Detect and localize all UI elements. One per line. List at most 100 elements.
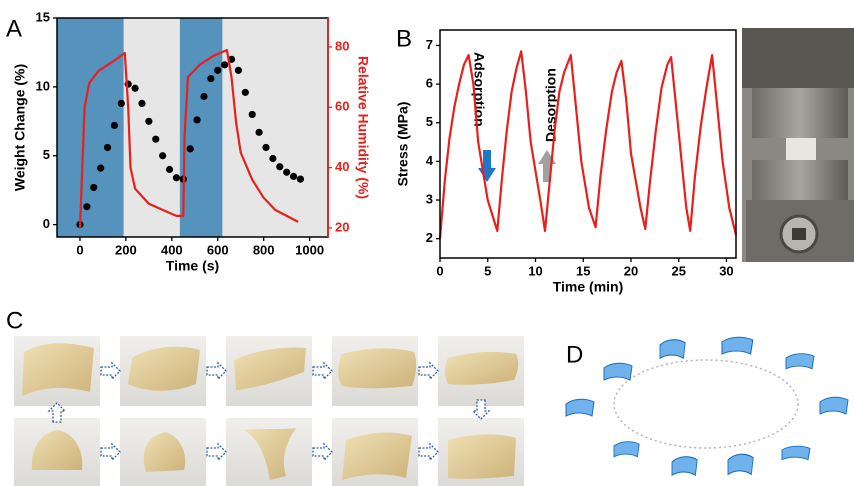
plot-area: 0 200 400 600 800 1000 0 5 10 15 20 40 60 80 Time (s) W… [12, 9, 372, 273]
panel-label: C [6, 307, 23, 334]
y-tick-label: 7 [426, 37, 433, 52]
clamp [742, 28, 854, 88]
sample [786, 138, 816, 160]
data-point [90, 184, 97, 191]
figure: A B C D Adsorption Desorption [0, 0, 854, 486]
cycle-path [614, 360, 798, 448]
y-tick-label: 6 [426, 76, 433, 91]
x-tick-label: 25 [671, 263, 685, 278]
data-point [193, 116, 200, 123]
x-tick-label: 200 [115, 242, 137, 257]
data-point [297, 176, 304, 183]
y-tick-label: 2 [426, 230, 433, 245]
clamp [752, 160, 848, 200]
y2-axis-label: Relative Humidity (%) [355, 56, 371, 199]
data-point [200, 93, 207, 100]
arrow [101, 363, 120, 379]
data-point [214, 67, 221, 74]
annotation: Desorption [543, 68, 559, 142]
x-tick-label: 15 [576, 263, 590, 278]
film-shape [672, 457, 697, 475]
x-tick-label: 20 [624, 263, 638, 278]
y-tick-label: 10 [36, 78, 50, 93]
data-point [159, 152, 166, 159]
film-shape [722, 337, 753, 354]
data-point [207, 75, 214, 82]
y2-tick-label: 20 [335, 219, 349, 234]
y-tick-label: 4 [426, 153, 434, 168]
x-tick-label: 30 [719, 263, 733, 278]
y2-tick-label: 80 [335, 38, 349, 53]
x-axis-label: Time (min) [553, 279, 624, 295]
film-shape [614, 442, 639, 457]
film [445, 352, 518, 385]
y-tick-label: 3 [426, 191, 433, 206]
data-point [104, 144, 111, 151]
film-shape [782, 446, 810, 459]
data-point [83, 203, 90, 210]
data-point [138, 100, 145, 107]
data-point [152, 136, 159, 143]
data-point [145, 118, 152, 125]
data-point [276, 163, 283, 170]
data-point [256, 129, 263, 136]
page: { "panel_labels": ["A", "B", "C", "D"], … [0, 0, 854, 486]
arrow [313, 444, 332, 460]
x-tick-label: 0 [76, 242, 83, 257]
arrow [419, 444, 438, 460]
y2-tick-label: 60 [335, 99, 349, 114]
x-tick-label: 600 [207, 242, 229, 257]
photo-sequence [14, 336, 524, 486]
panel-label: D [566, 341, 583, 368]
y-axis-label: Weight Change (%) [12, 64, 28, 191]
panel-label: B [396, 25, 412, 52]
shape-cycle [566, 337, 848, 475]
film-shape [820, 397, 848, 414]
x-tick-label: 1000 [295, 242, 324, 257]
film [448, 434, 516, 478]
y2-tick-label: 40 [335, 159, 349, 174]
x-tick-label: 0 [436, 263, 443, 278]
y-tick-label: 5 [43, 147, 50, 162]
film-shape [660, 340, 685, 358]
arrow [101, 444, 120, 460]
film-shape [728, 454, 753, 474]
data-point [118, 100, 125, 107]
data-point [221, 61, 228, 68]
x-axis-label: Time (s) [166, 258, 219, 274]
data-point [187, 145, 194, 152]
data-point [131, 85, 138, 92]
film-shape [786, 354, 814, 369]
data-point [242, 89, 249, 96]
y-tick-label: 5 [426, 114, 433, 129]
x-tick-label: 10 [528, 263, 542, 278]
screw-head [792, 228, 806, 240]
y-axis-label: Stress (MPa) [395, 102, 411, 187]
data-point [290, 173, 297, 180]
film [338, 348, 416, 388]
panel-label: A [6, 15, 22, 42]
data-point [111, 122, 118, 129]
data-point [235, 67, 242, 74]
arrow [419, 363, 438, 379]
y-tick-label: 15 [36, 9, 50, 24]
shaded-band [180, 18, 222, 237]
photo [742, 28, 854, 262]
plot-area: 0 5 10 15 20 25 30 2 3 4 5 6 7 Time (min) Stress (MPa) [395, 30, 736, 295]
data-point [283, 169, 290, 176]
x-tick-label: 800 [253, 242, 275, 257]
data-point [262, 144, 269, 151]
x-tick-label: 400 [161, 242, 183, 257]
arrow [313, 363, 332, 379]
film-shape [566, 399, 594, 416]
data-point [269, 155, 276, 162]
film [342, 433, 412, 480]
data-point [166, 166, 173, 173]
x-tick-label: 5 [484, 263, 491, 278]
y-tick-label: 0 [43, 216, 50, 231]
film-shape [604, 363, 632, 380]
arrow [207, 363, 226, 379]
data-point [249, 111, 256, 118]
arrow [207, 444, 226, 460]
clamp [752, 88, 848, 138]
